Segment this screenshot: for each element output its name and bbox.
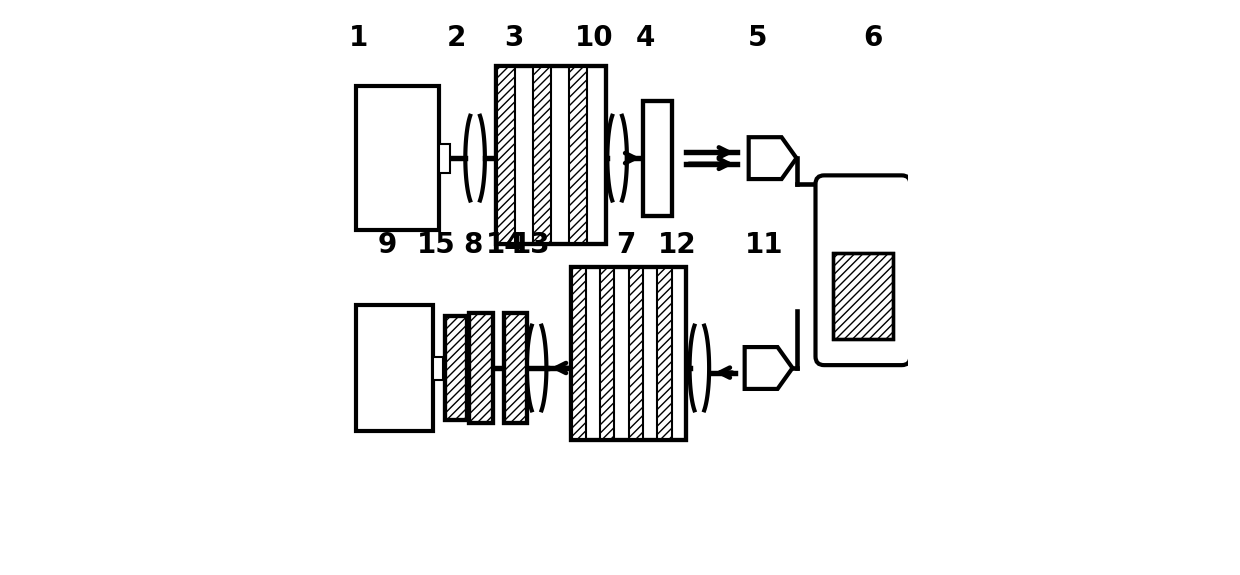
Text: 13: 13 [512,231,551,259]
Bar [533,66,551,244]
Text: 10: 10 [575,24,614,52]
Polygon shape [745,347,792,389]
Text: 5: 5 [748,24,768,52]
Bar [445,316,467,420]
Text: 15: 15 [417,231,455,259]
Bar [433,356,444,380]
Bar [833,253,893,339]
Text: 14: 14 [486,231,525,259]
Text: 7: 7 [616,231,635,259]
Text: 8: 8 [464,231,484,259]
Bar [644,101,672,216]
Bar [644,101,672,216]
Text: 1: 1 [348,24,368,52]
Text: 4: 4 [636,24,656,52]
Bar [503,313,527,423]
Bar [833,253,893,339]
Bar [572,267,686,440]
Polygon shape [749,137,796,179]
Bar [469,313,494,423]
Bar [657,267,672,440]
Bar [469,313,494,423]
Bar [600,267,614,440]
Text: 6: 6 [863,24,883,52]
Bar [629,267,644,440]
Text: 3: 3 [503,24,523,52]
FancyBboxPatch shape [816,175,910,365]
Bar [445,316,467,420]
Bar [833,253,893,339]
Bar [503,313,527,423]
Text: 9: 9 [377,231,397,259]
Bar [644,101,672,216]
Text: 12: 12 [658,231,697,259]
Bar [572,267,686,440]
Text: 11: 11 [744,231,782,259]
FancyBboxPatch shape [356,86,439,230]
Bar [569,66,588,244]
Bar [496,66,515,244]
Bar [503,313,527,423]
Bar [439,144,450,172]
Bar [572,267,585,440]
Text: 2: 2 [446,24,466,52]
Bar [496,66,605,244]
FancyBboxPatch shape [356,305,433,431]
Bar [445,316,467,420]
Bar [496,66,605,244]
Bar [469,313,494,423]
